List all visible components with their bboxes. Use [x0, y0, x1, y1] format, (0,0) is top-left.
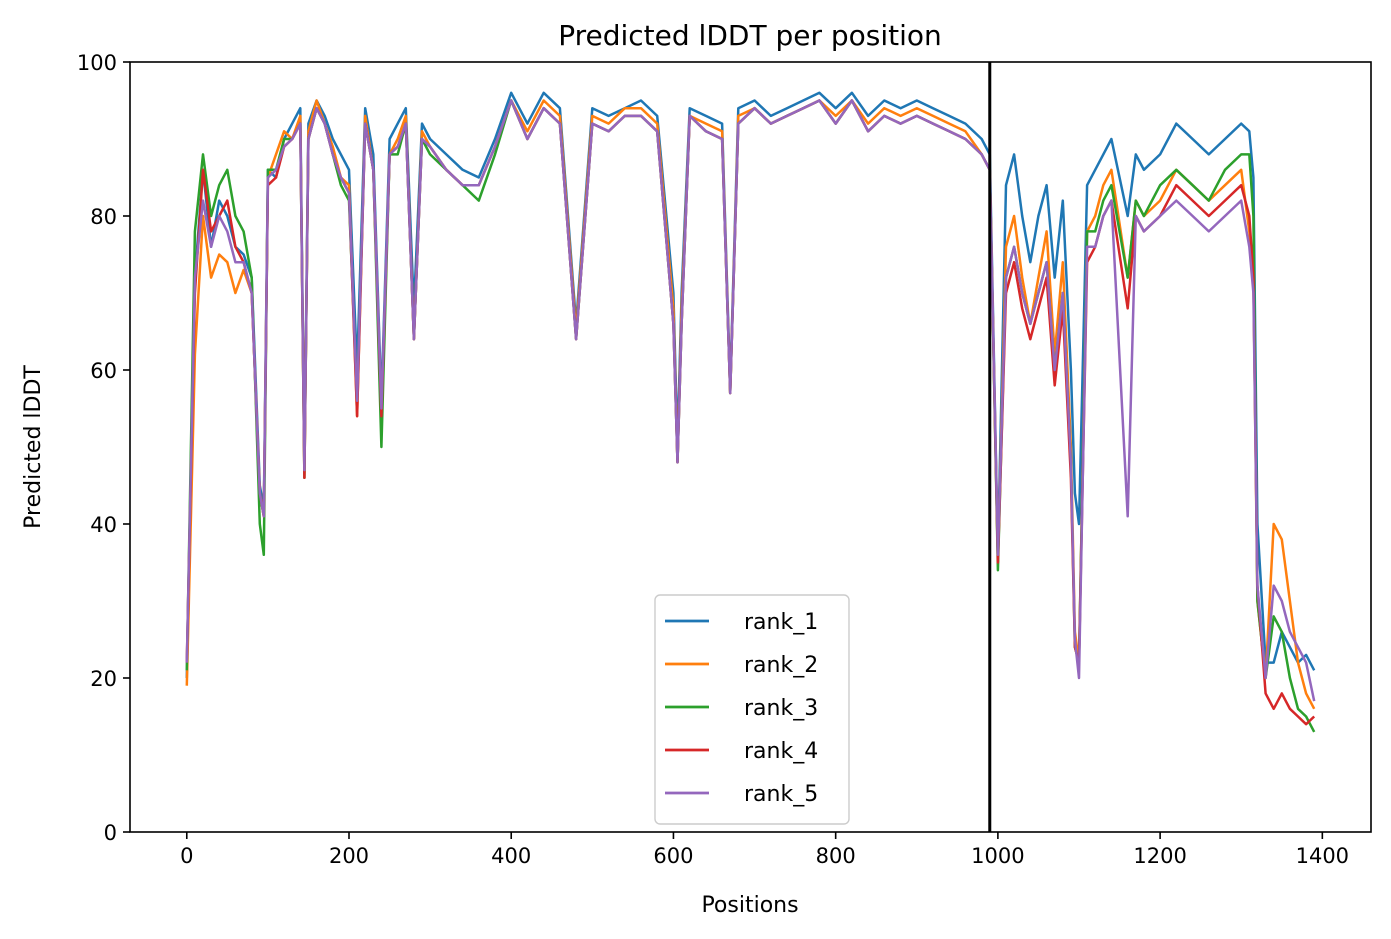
legend-label-rank_4: rank_4: [744, 739, 818, 764]
x-tick-label: 200: [329, 844, 369, 868]
legend-label-rank_2: rank_2: [744, 653, 818, 678]
x-tick-label: 800: [816, 844, 856, 868]
y-tick-label: 100: [77, 51, 117, 75]
legend-label-rank_1: rank_1: [744, 610, 818, 635]
legend: rank_1 rank_2 rank_3 rank_4 rank_5: [654, 594, 850, 825]
series-line-rank_5: [185, 99, 1316, 702]
y-tick-label: 40: [90, 513, 117, 537]
y-tick-label: 0: [104, 821, 117, 845]
legend-label-rank_5: rank_5: [744, 782, 818, 807]
x-tick-label: 400: [491, 844, 531, 868]
axes-layer: 0 200 400 600 800 1000 1200 1400 0 20 40 60 80 100: [77, 51, 1372, 868]
x-tick-label: 1400: [1296, 844, 1349, 868]
chart-title: Predicted lDDT per position: [558, 19, 942, 52]
x-tick-label: 600: [653, 844, 693, 868]
y-tick-label: 20: [90, 667, 117, 691]
x-tick-label: 1200: [1133, 844, 1186, 868]
y-tick-label: 60: [90, 359, 117, 383]
legend-label-rank_3: rank_3: [744, 696, 818, 721]
x-axis-label: Positions: [701, 893, 798, 918]
y-axis-label: Predicted lDDT: [21, 365, 46, 529]
plot-frame: [129, 61, 1372, 833]
x-tick-label: 1000: [971, 844, 1024, 868]
legend-box: [654, 594, 850, 825]
series-layer: [185, 91, 1316, 733]
y-tick-label: 80: [90, 205, 117, 229]
x-tick-label: 0: [180, 844, 193, 868]
